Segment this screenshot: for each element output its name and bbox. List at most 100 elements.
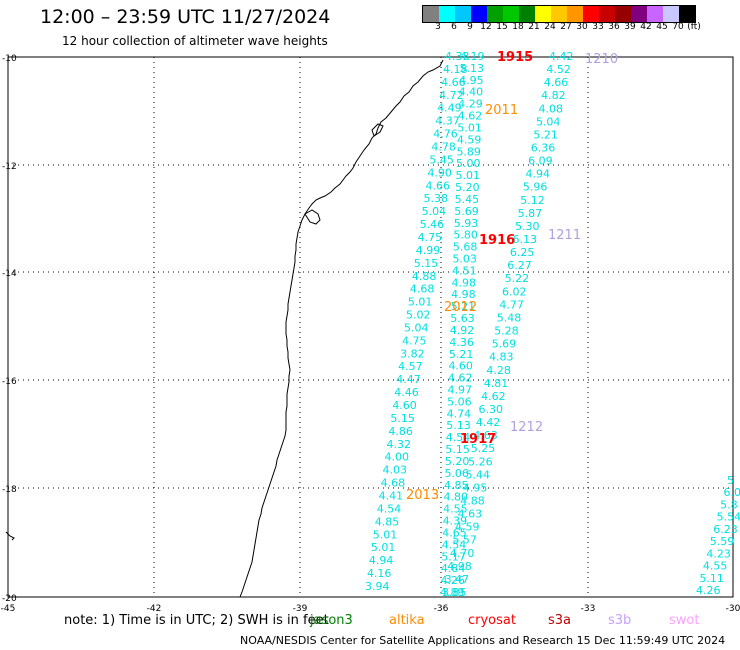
wave-height-value: 6.09 (528, 155, 553, 168)
wave-height-value: 4.72 (439, 89, 464, 102)
wave-height-value: 4.55 (443, 503, 468, 516)
coastline-bay (371, 123, 384, 137)
satellite-legend-item: s3a (548, 613, 572, 628)
scale-label: 18 (512, 22, 524, 32)
wave-height-value: 4.68 (410, 283, 435, 296)
wave-height-value: 5.01 (373, 528, 398, 541)
wave-height-value: 4.16 (367, 567, 392, 580)
wave-height-value: 4.62 (448, 372, 473, 385)
wave-height-value: 5.80 (453, 229, 478, 242)
wave-height-value: 4.60 (392, 399, 417, 412)
latitude-label: -12 (2, 162, 17, 172)
track-time-label: 1915 (497, 50, 533, 65)
wave-height-value: 5.02 (406, 309, 431, 322)
satellite-legend-item: swot (669, 613, 700, 628)
scale-swatch (423, 6, 439, 22)
wave-height-value: 4.42 (476, 416, 501, 429)
wave-height-value: 3.47 (445, 573, 470, 586)
wave-height-value: 4.68 (381, 477, 406, 490)
map-frame (7, 56, 734, 598)
scale-label: 24 (544, 22, 556, 32)
wave-height-value: 4.60 (448, 360, 473, 373)
scale-label: 45 (656, 22, 668, 32)
wave-height-value: 4.54 (377, 502, 402, 515)
wave-height-value: 5.15 (390, 412, 415, 425)
wave-height-value: 4.26 (440, 574, 465, 587)
coastline-island (304, 209, 321, 225)
wave-height-value: 4.88 (412, 270, 437, 283)
wave-height-value: 4.54 (446, 431, 471, 444)
track-time-label: 2013 (406, 488, 439, 503)
wave-height-value: 4.77 (499, 298, 524, 311)
wave-height-value: 4.89 (440, 586, 465, 599)
scale-swatch (663, 6, 679, 22)
wave-height-value: 4.26 (696, 584, 721, 597)
wave-height-value: 5.63 (450, 312, 475, 325)
wave-height-value: 4.57 (398, 360, 423, 373)
scale-label: 9 (467, 22, 473, 32)
wave-height-value: 4.41 (379, 490, 404, 503)
wave-height-value: 6.30 (479, 403, 504, 416)
track-time-label: 1212 (510, 420, 543, 435)
wave-height-value: 4.54 (442, 538, 467, 551)
wave-height-value: 5.44 (465, 468, 490, 481)
wave-height-value: 4.98 (447, 560, 472, 573)
scale-label: 42 (640, 22, 652, 32)
wave-height-value: 5.01 (457, 121, 482, 134)
wave-height-value: 5.04 (536, 115, 561, 128)
wave-height-value: 4.97 (448, 384, 473, 397)
scale-swatch (679, 6, 695, 22)
wave-height-value: 4.19 (460, 50, 485, 63)
wave-height-value: 4.18 (443, 63, 468, 76)
scale-label: 6 (451, 22, 457, 32)
wave-height-value: 4.49 (437, 102, 462, 115)
wave-height-value: 5.04 (422, 205, 447, 218)
scale-label: 15 (496, 22, 508, 32)
scale-label: 27 (560, 22, 572, 32)
wave-height-value: 5.00 (456, 157, 481, 170)
wave-height-value: 4.94 (526, 168, 551, 181)
scale-label: 3 (435, 22, 441, 32)
wave-height-value: 4.92 (450, 324, 475, 337)
wave-height-value: 5.13 (460, 62, 485, 75)
wave-height-value: 5.89 (456, 145, 481, 158)
wave-height-value: 4.47 (396, 373, 421, 386)
wave-height-value: 4.95 (463, 481, 488, 494)
latitude-label: -16 (2, 377, 17, 387)
wave-height-value: 4.75 (418, 231, 443, 244)
wave-height-value: 4.65 (442, 526, 467, 539)
scale-swatch (551, 6, 567, 22)
wave-height-value: 4.83 (489, 351, 513, 364)
wave-height-value: 5.21 (449, 348, 474, 361)
wave-height-value: 4.81 (484, 377, 509, 390)
footer-credit: NOAA/NESDIS Center for Satellite Applica… (240, 634, 726, 647)
scale-label: 39 (624, 22, 636, 32)
wave-height-value: 5.69 (492, 338, 516, 351)
wave-height-value: 5.38 (424, 192, 449, 205)
wave-height-value: 4.55 (703, 560, 728, 573)
wave-height-value: 4.88 (460, 494, 485, 507)
wave-height-value: 5.15 (445, 443, 470, 456)
wave-height-value: 6.23 (713, 523, 738, 536)
wave-height-value: 4.98 (452, 276, 477, 289)
wave-height-value: 5.28 (494, 325, 519, 338)
scale-label: 70 (672, 22, 684, 32)
wave-height-value: 5.22 (505, 272, 530, 285)
wave-height-value: 5.01 (456, 169, 481, 182)
satellite-legend-item: jason3 (310, 613, 353, 628)
wave-height-value: 4.98 (451, 288, 476, 301)
wave-height-value: 4.37 (435, 115, 460, 128)
wave-height-value: 4.94 (369, 554, 394, 567)
coastline (239, 59, 444, 598)
satellite-legend-item: altika (389, 613, 425, 628)
wave-height-value: 4.29 (458, 98, 483, 111)
wave-height-value: 5.69 (454, 205, 479, 218)
wave-height-value: 4.52 (546, 63, 571, 76)
wave-height-value: 4.85 (375, 515, 400, 528)
latitude-label: -14 (2, 269, 17, 279)
longitude-label: -42 (147, 604, 162, 614)
wave-height-value: 3.94 (365, 580, 390, 593)
wave-height-value: 4.62 (481, 390, 506, 403)
wave-height-value: 5.17 (441, 550, 466, 563)
